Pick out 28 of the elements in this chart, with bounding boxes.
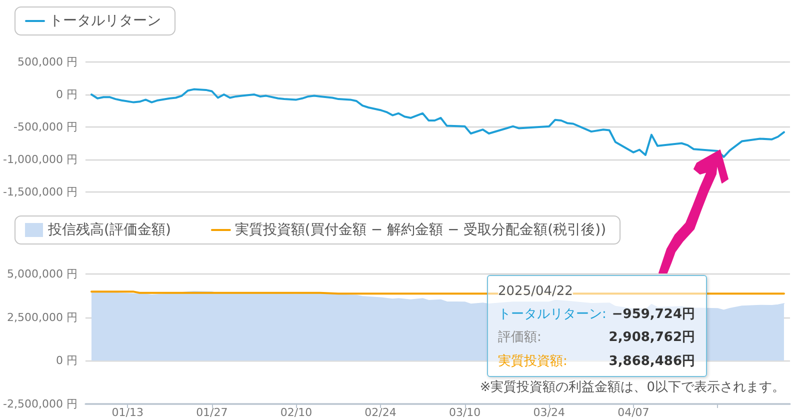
annotation: 評価額: (498, 329, 542, 346)
legend-label: 実質投資額(買付金額 − 解約金額 − 受取分配金額(税引後)) (234, 222, 606, 238)
y-tick-label: 500,000 円 (17, 56, 78, 68)
annotation: 実質投資額: (498, 352, 568, 370)
x-tick-label: 02/24 (364, 406, 396, 419)
x-tick-label: 03/24 (533, 406, 565, 419)
annotation: ※実質投資額の利益金額は、0以下で表示されます。 (480, 379, 786, 395)
legend-label: トータルリターン (49, 13, 161, 29)
line-series (90, 88, 785, 158)
x-tick-label: 04/07 (618, 406, 650, 419)
y-tick-label: -1,500,000 円 (2, 186, 78, 198)
annotation: 3,868,486円 (608, 352, 695, 370)
annotation: −959,724円 (612, 306, 695, 323)
y-tick-label: -1,000,000 円 (2, 153, 78, 166)
x-tick-label: 01/27 (196, 406, 228, 419)
y-tick-label: -2,500,000 円 (2, 398, 78, 410)
y-tick-label: 0 円 (56, 354, 78, 368)
x-tick-label: 01/13 (112, 406, 144, 419)
x-tick-label: 03/10 (448, 406, 481, 419)
y-tick-label: 5,000,000 円 (6, 268, 78, 280)
y-tick-label: -500,000 円 (13, 120, 78, 134)
y-tick-label: 0 円 (56, 88, 78, 101)
annotation: トータルリターン: (498, 306, 606, 323)
x-tick-label: 02/10 (280, 406, 312, 419)
y-tick-label: 2,500,000 円 (6, 310, 78, 324)
legend-label: 投信残高(評価金額) (47, 222, 171, 238)
annotation: 2,908,762円 (608, 329, 695, 346)
annotation: 2025/04/22 (498, 284, 573, 299)
